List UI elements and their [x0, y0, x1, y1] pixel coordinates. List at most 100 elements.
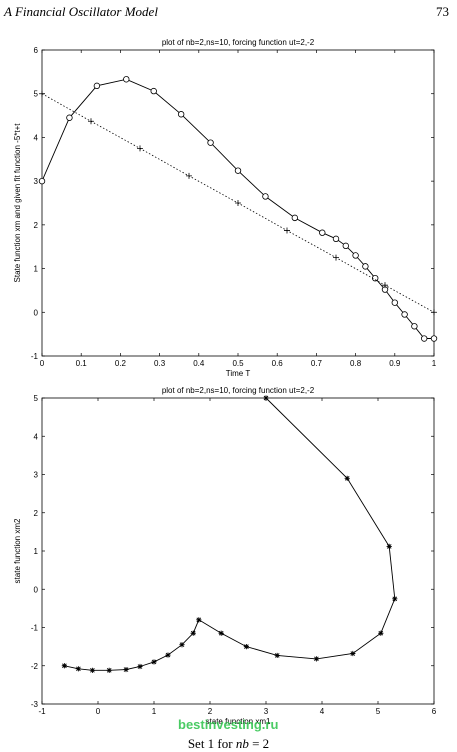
running-head: A Financial Oscillator Model — [4, 4, 158, 19]
chart1-series-0-point — [430, 335, 438, 342]
chart1-series-0-point — [319, 229, 326, 236]
chart2-series-0-point — [350, 650, 356, 657]
chart2-xtick-label: 3 — [264, 707, 269, 716]
chart1-ytick-label: 0 — [34, 308, 39, 317]
chart1-xtick-label: 0.9 — [389, 359, 401, 368]
chart1-ytick-label: 4 — [34, 133, 39, 142]
chart1-series-0-point — [38, 177, 46, 185]
chart2-xtick-label: 0 — [96, 707, 101, 716]
caption-variable: nb — [235, 736, 249, 751]
chart2-ytick-label: 3 — [34, 471, 39, 480]
chart1-ylabel: State function xm and given fit function… — [13, 123, 22, 283]
chart2-series-0-point — [263, 395, 269, 401]
chart1-xtick-label: 0 — [40, 359, 45, 368]
chart1-series-1-point — [431, 309, 437, 316]
chart2-series-0-point — [137, 663, 143, 670]
chart2-series-0-point — [165, 652, 171, 658]
watermark: bestinvesting.ru — [178, 717, 279, 732]
chart1-series-0-point — [66, 114, 73, 121]
chart1-ytick-label: 1 — [34, 265, 39, 274]
chart1-series-0-point — [234, 167, 242, 174]
chart2-xtick-label: 4 — [320, 707, 325, 716]
chart1-ytick-label: 5 — [34, 90, 39, 99]
chart1-xtick-label: 0.7 — [311, 359, 323, 368]
chart2-series-0-point — [243, 644, 249, 650]
chart1-series-1-point — [382, 282, 388, 289]
chart1-series-0-point — [177, 111, 185, 118]
chart-phase-plot: plot of nb=2,ns=10, forcing function ut=… — [13, 386, 437, 726]
chart2-series-0-point — [89, 667, 95, 673]
chart1-series-0-point — [342, 242, 349, 250]
chart1-series-0-point — [291, 214, 299, 222]
chart1-ytick-label: 6 — [34, 46, 39, 55]
chart2-xtick-label: 1 — [152, 707, 157, 716]
chart2-ytick-label: 5 — [34, 394, 39, 403]
chart2-xtick-label: -1 — [38, 707, 46, 716]
chart1-series-0-point — [352, 252, 359, 259]
chart2-series-0-point — [392, 596, 398, 602]
chart1-series-0-point — [207, 139, 214, 146]
chart2-ytick-label: -3 — [31, 700, 39, 709]
chart1-xtick-label: 0.1 — [76, 359, 88, 368]
chart1-series-0-point — [401, 311, 408, 318]
chart2-ytick-label: 0 — [34, 585, 39, 594]
chart1-series-0-point — [123, 76, 130, 83]
chart2-series-0-point — [386, 543, 392, 550]
chart1-ytick-label: 3 — [34, 177, 39, 186]
chart1-xtick-label: 0.6 — [272, 359, 284, 368]
chart1-series-1-point — [284, 227, 290, 234]
chart2-series-0-point — [274, 652, 280, 659]
chart2-ytick-label: -1 — [31, 624, 39, 633]
chart1-xtick-label: 0.2 — [115, 359, 127, 368]
page-number: 73 — [436, 4, 449, 19]
chart1-series-1-point — [137, 145, 143, 152]
page-header: A Financial Oscillator Model 73 — [4, 4, 449, 20]
caption-suffix: = 2 — [248, 736, 270, 751]
chart2-title: plot of nb=2,ns=10, forcing function ut=… — [162, 386, 315, 395]
chart2-series-0-point — [313, 656, 319, 662]
chart2-series-0-point — [106, 667, 112, 673]
chart2-ytick-label: 4 — [34, 432, 39, 441]
chart1-ytick-label: 2 — [34, 221, 39, 230]
chart2-series-0-point — [179, 642, 185, 648]
chart1-series-0-point — [332, 235, 340, 243]
chart1-xtick-label: 0.5 — [232, 359, 244, 368]
chart2-ytick-label: 2 — [34, 509, 39, 518]
caption-prefix: Set 1 for — [187, 736, 236, 751]
chart1-ytick-label: -1 — [31, 352, 39, 361]
chart2-series-0-point — [190, 630, 196, 636]
chart1-xtick-label: 0.4 — [193, 359, 205, 368]
chart1-xlabel: Time T — [226, 369, 251, 378]
chart1-series-0-point — [391, 299, 398, 306]
chart1-xtick-label: 0.8 — [350, 359, 362, 368]
chart2-series-0-point — [218, 630, 224, 636]
chart1-series-1-point — [186, 172, 192, 179]
chart1-series-1-point — [39, 90, 45, 97]
chart2-xlabel: state function xm1 — [206, 717, 271, 726]
chart1-xtick-label: 1 — [432, 359, 437, 368]
chart2-series-0-point — [75, 666, 81, 672]
chart2-series-0-point — [378, 630, 384, 636]
chart1-series-0-point — [411, 323, 418, 330]
chart1-series-0-line — [41, 78, 434, 339]
chart2-ylabel: state function xm2 — [13, 518, 22, 583]
chart2-xtick-label: 6 — [432, 707, 437, 716]
chart1-series-0-point — [262, 193, 269, 200]
chart1-title: plot of nb=2,ns=10, forcing function ut=… — [162, 38, 315, 47]
chart2-series-0-point — [196, 617, 202, 623]
chart2-plot-frame — [41, 397, 435, 705]
chart2-series-0-point — [61, 663, 67, 669]
chart1-series-0-point — [93, 82, 101, 90]
chart1-xtick-label: 0.3 — [154, 359, 166, 368]
chart2-xtick-label: 5 — [376, 707, 381, 716]
chart2-series-0-point — [123, 666, 129, 673]
chart2-ytick-label: 1 — [34, 547, 39, 556]
chart1-series-0-point — [362, 263, 369, 270]
chart1-series-0-point — [421, 335, 428, 342]
chart1-series-1-point — [88, 118, 94, 125]
chart-state-function-vs-time: plot of nb=2,ns=10, forcing function ut=… — [13, 38, 438, 378]
chart1-series-0-point — [150, 87, 157, 95]
chart2-series-0-point — [344, 475, 350, 481]
chart1-series-1-point — [235, 200, 241, 206]
chart2-series-0-line — [64, 397, 396, 671]
